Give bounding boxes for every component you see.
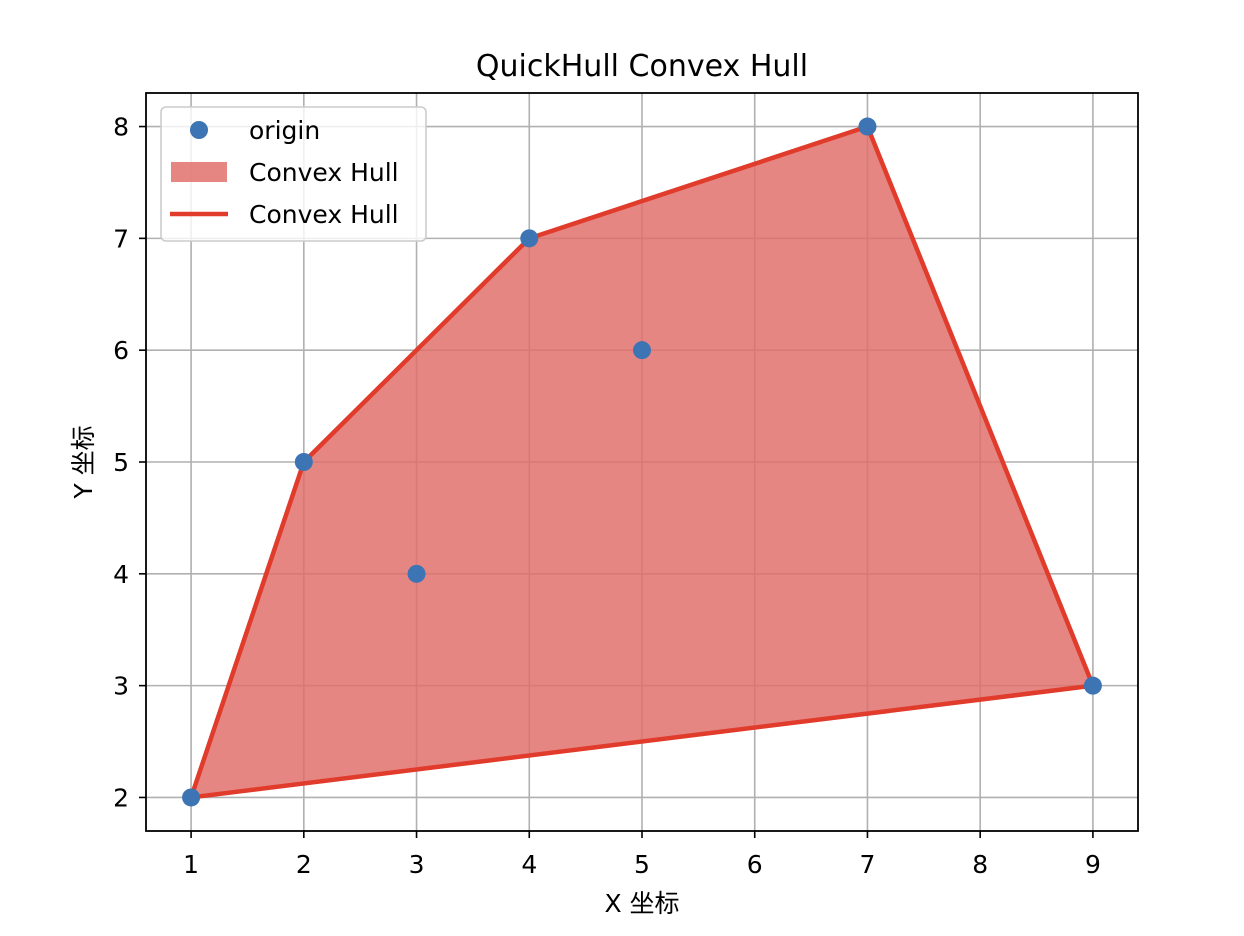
point-4-7 [520,229,539,248]
hull-fill [191,126,1093,798]
x-tick-label-9: 9 [1085,850,1101,879]
hull-fill-layer [191,126,1093,798]
x-tick-label-4: 4 [521,850,537,879]
point-2-5 [294,453,313,471]
y-tick-label-6: 6 [113,336,129,365]
legend-label-0: origin [249,116,320,145]
point-5-6 [633,341,651,360]
legend: origin Convex Hull Convex Hull [160,106,427,242]
x-tick-label-5: 5 [634,850,650,879]
y-tick-label-8: 8 [113,113,129,142]
legend-label-2: Convex Hull [249,200,399,229]
hull-line [188,124,1096,800]
x-tick-label-8: 8 [972,850,988,879]
legend-box [160,106,427,242]
y-tick-label-2: 2 [113,783,129,812]
x-tick-label-7: 7 [860,850,876,879]
point-3-4 [407,564,426,583]
point-9-3 [1083,676,1102,695]
legend-marker-origin [190,121,208,139]
x-tick-label-6: 6 [747,850,763,879]
y-tick-label-7: 7 [113,224,129,253]
x-axis-label: X 坐标 [604,889,679,918]
x-tick-label-2: 2 [296,850,312,879]
y-axis-label: Y 坐标 [69,425,98,499]
point-7-8 [858,117,877,136]
hull-line-layer [188,124,1096,800]
legend-label-1: Convex Hull [249,158,399,187]
y-tick-label-4: 4 [113,560,129,589]
y-tick-label-5: 5 [113,448,129,477]
legend-swatch-hull-fill [171,162,227,182]
chart-title: QuickHull Convex Hull [476,49,808,84]
x-tick-label-1: 1 [183,850,199,879]
point-1-2 [182,788,201,807]
y-tick-label-3: 3 [113,672,129,701]
x-tick-label-3: 3 [409,850,425,879]
ticks: 1 2 3 4 5 6 7 8 9 2 3 4 5 6 7 8 [113,113,1101,879]
points-layer [182,117,1102,807]
